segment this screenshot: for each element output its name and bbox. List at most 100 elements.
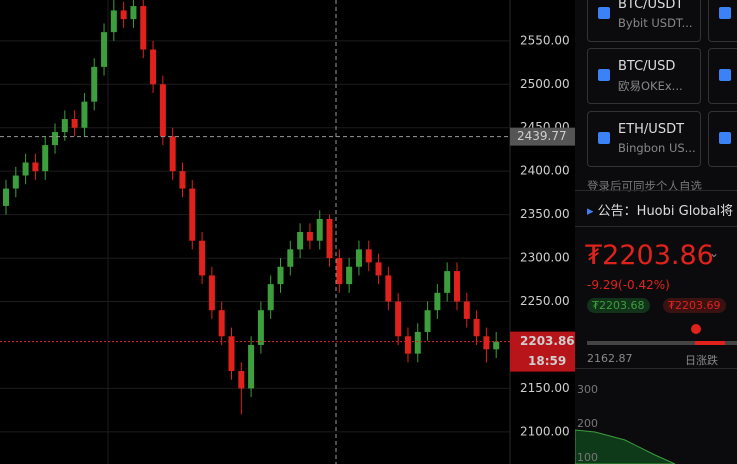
ticker-price: ₮2203.86 bbox=[585, 240, 714, 271]
ask: ₮2203.69 bbox=[663, 298, 726, 313]
candle-body bbox=[169, 136, 176, 172]
candle-body bbox=[61, 119, 68, 133]
candle-body bbox=[228, 336, 235, 372]
login-hint: 登录后可同步个人自选 bbox=[587, 179, 702, 193]
chart: 2100.00 2150.00 2250.00 2300.00 2350.00 2400.… bbox=[0, 0, 575, 464]
depth-area bbox=[575, 429, 676, 464]
last-price-bg bbox=[510, 331, 575, 372]
candle-body bbox=[326, 218, 333, 259]
day-range-label: 日涨跌 bbox=[685, 354, 718, 367]
checkbox[interactable] bbox=[598, 69, 610, 81]
side-panel: BTC/USDT Bybit USDT... BTC/USD 欧易OKEx... E… bbox=[575, 0, 737, 464]
candle-body bbox=[248, 344, 255, 389]
checkbox[interactable] bbox=[719, 132, 731, 144]
day-low: 2162.87 bbox=[587, 352, 633, 365]
candle-body bbox=[297, 232, 304, 250]
depth-tick: 100 bbox=[577, 451, 598, 464]
candle-body bbox=[71, 119, 78, 128]
checkbox[interactable] bbox=[719, 69, 731, 81]
y-tick-label: 2550.00 bbox=[520, 33, 570, 47]
y-tick-label: 2400.00 bbox=[520, 164, 570, 178]
pair-card[interactable]: BTC/USDT Bybit USDT... bbox=[587, 0, 701, 42]
y-tick-label: 2300.00 bbox=[520, 251, 570, 265]
candle-body bbox=[385, 275, 392, 302]
expand-icon[interactable]: ⌄ bbox=[709, 246, 720, 260]
notice: ▸ 公告：Huobi Global将 bbox=[587, 204, 734, 219]
exchange: 欧易OKEx... bbox=[618, 79, 683, 93]
symbol: BTC/USD bbox=[618, 59, 676, 74]
candle-body bbox=[120, 10, 127, 20]
depth-tick: 200 bbox=[577, 417, 598, 430]
crosshair-label-bg bbox=[510, 127, 575, 146]
candle-body bbox=[453, 271, 460, 302]
candle-body bbox=[91, 66, 98, 102]
candle-body bbox=[218, 310, 225, 337]
candle-body bbox=[257, 310, 264, 345]
pair-card[interactable]: ETH/USDT Bingbon US... bbox=[587, 111, 701, 167]
notice-text: 公告：Huobi Global将 bbox=[597, 204, 734, 219]
candle-body bbox=[140, 6, 147, 50]
last-price-label: 2203.86 bbox=[520, 334, 575, 348]
exchange: Bingbon US... bbox=[618, 141, 696, 155]
candle-body bbox=[81, 101, 88, 128]
price-change: -9.29(-0.42%) bbox=[587, 278, 670, 292]
y-tick-label: 2250.00 bbox=[520, 294, 570, 308]
depth-tick: 300 bbox=[577, 383, 598, 396]
divider bbox=[575, 368, 737, 369]
candle-body bbox=[493, 341, 500, 350]
crosshair-label: 2439.77 bbox=[517, 129, 567, 143]
candle-body bbox=[306, 232, 313, 241]
exchange: Bybit USDT... bbox=[618, 16, 693, 30]
candle-body bbox=[110, 10, 117, 33]
pair-card[interactable]: BTC/USD 欧易OKEx... bbox=[587, 48, 701, 104]
candle-body bbox=[52, 132, 59, 146]
checkbox[interactable] bbox=[598, 132, 610, 144]
checkbox[interactable] bbox=[719, 7, 731, 19]
candle-body bbox=[22, 162, 29, 176]
candle-body bbox=[365, 249, 372, 263]
candle-body bbox=[424, 310, 431, 332]
candle-body bbox=[355, 249, 362, 267]
candle-body bbox=[287, 249, 294, 267]
divider bbox=[575, 190, 737, 191]
candle-body bbox=[42, 145, 49, 172]
candle-body bbox=[483, 336, 490, 350]
candle-body bbox=[277, 266, 284, 285]
candle-body bbox=[3, 188, 9, 206]
countdown: 18:59 bbox=[528, 354, 566, 368]
candle-body bbox=[189, 188, 196, 241]
candle-body bbox=[414, 331, 421, 354]
candle-body bbox=[208, 275, 215, 311]
candle-body bbox=[434, 292, 441, 311]
pair-card[interactable] bbox=[708, 0, 737, 42]
candle-body bbox=[199, 240, 206, 276]
candle-body bbox=[473, 318, 480, 337]
candle-body bbox=[404, 336, 411, 354]
y-tick-label: 2500.00 bbox=[520, 77, 570, 91]
range-fill bbox=[695, 341, 725, 345]
y-tick-label: 2350.00 bbox=[520, 207, 570, 221]
pair-card[interactable] bbox=[708, 111, 737, 167]
candle-body bbox=[179, 171, 186, 189]
candle-body bbox=[346, 266, 353, 285]
pair-card[interactable] bbox=[708, 48, 737, 104]
candle-body bbox=[12, 175, 19, 189]
candle-body bbox=[159, 84, 166, 137]
candle-body bbox=[150, 49, 157, 85]
y-tick-label: 2100.00 bbox=[520, 424, 570, 438]
candle-body bbox=[101, 32, 108, 67]
candle-body bbox=[32, 162, 39, 172]
divider bbox=[575, 226, 737, 227]
y-tick-label: 2150.00 bbox=[520, 381, 570, 395]
candle-body bbox=[316, 218, 323, 241]
candle-body bbox=[130, 6, 137, 20]
candle-body bbox=[395, 301, 402, 337]
depth-chart bbox=[575, 429, 676, 464]
candle-body bbox=[336, 258, 343, 285]
candle-body bbox=[267, 284, 274, 311]
candle-body bbox=[444, 271, 451, 293]
range-bar bbox=[587, 341, 737, 345]
symbol: ETH/USDT bbox=[618, 122, 685, 137]
checkbox[interactable] bbox=[598, 7, 610, 19]
